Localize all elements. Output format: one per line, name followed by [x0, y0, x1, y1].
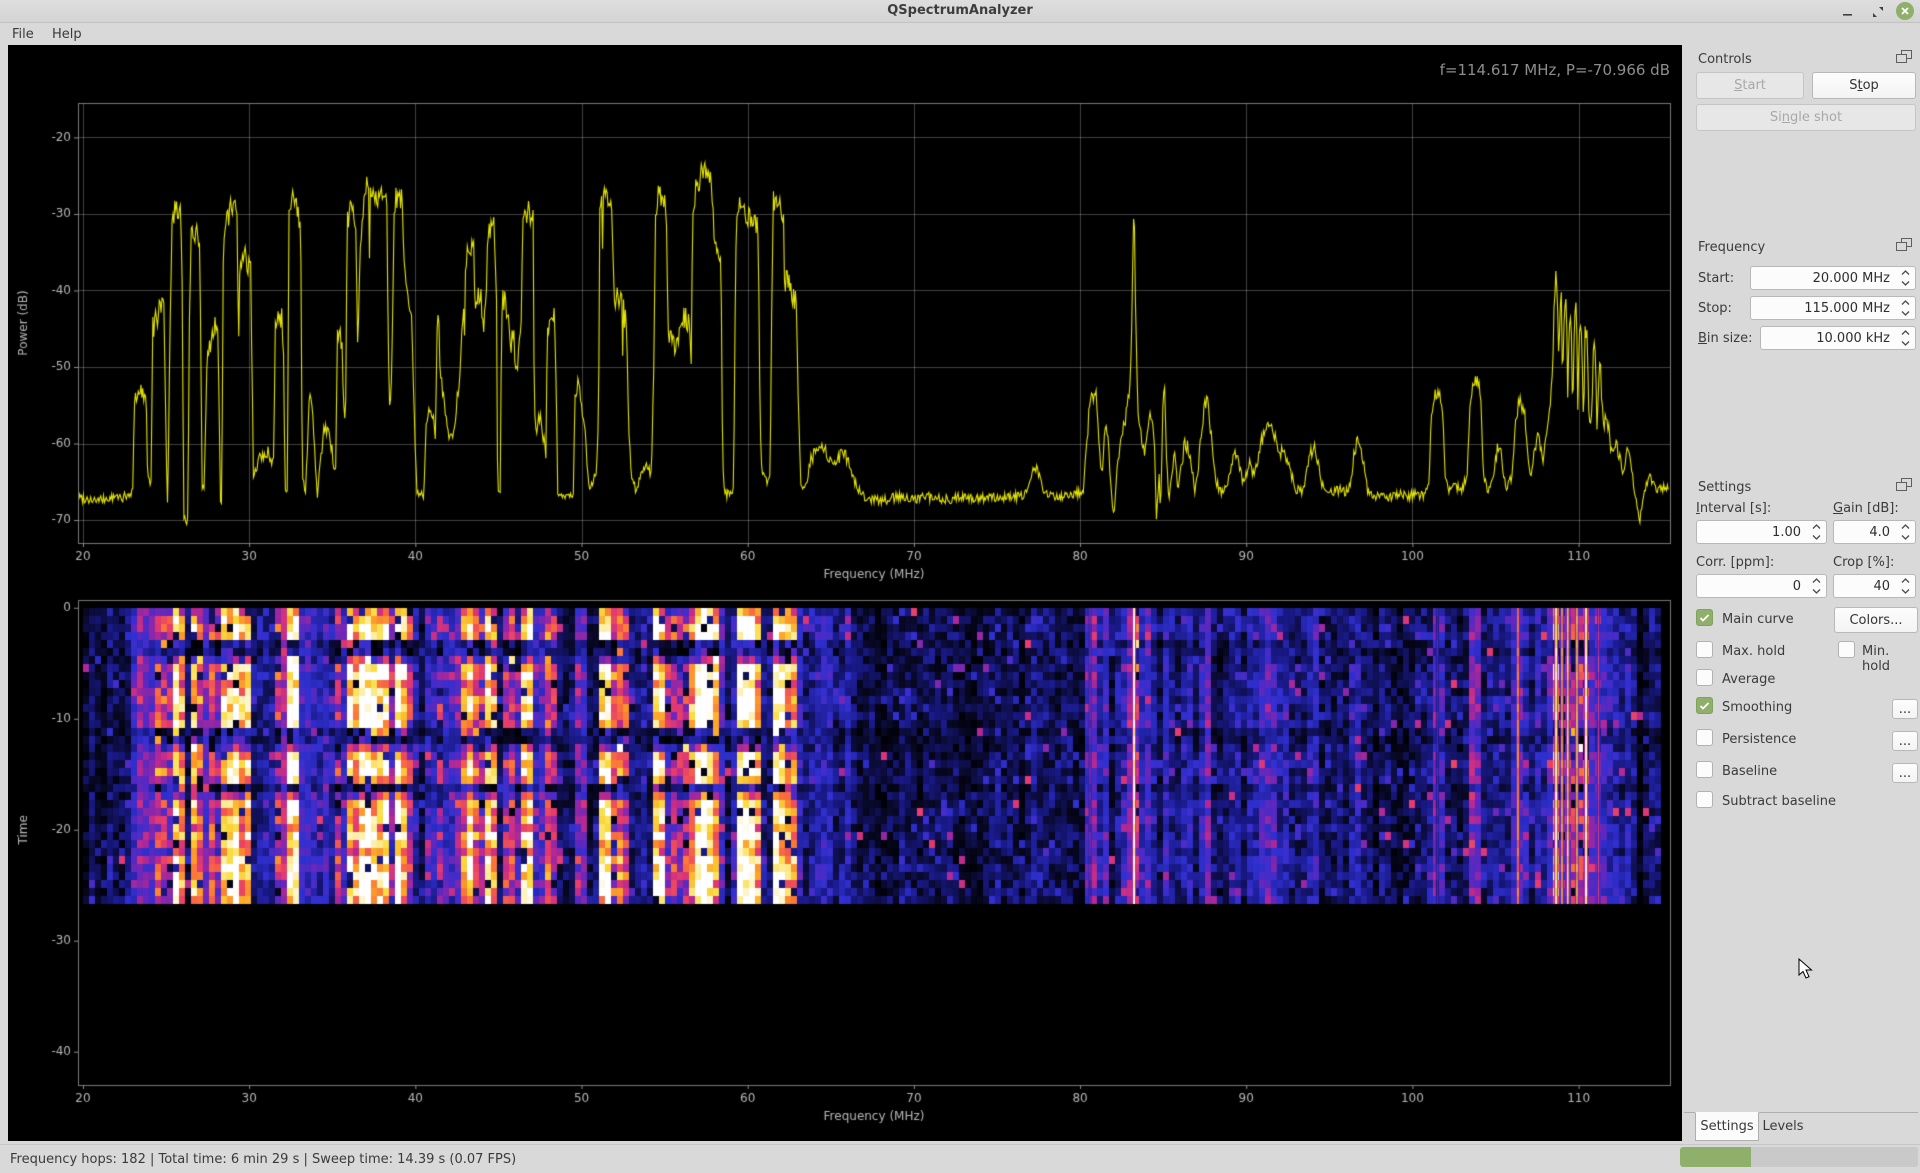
menu-help[interactable]: Help: [52, 27, 82, 42]
freq-start-value[interactable]: 20.000 MHz: [1812, 270, 1890, 286]
maximize-button[interactable]: [1868, 2, 1887, 21]
window-title: QSpectrumAnalyzer: [887, 3, 1033, 18]
spin-down-button[interactable]: [1898, 339, 1912, 347]
float-dock-icon[interactable]: [1896, 50, 1913, 64]
main-curve-checkbox[interactable]: [1696, 609, 1713, 626]
spin-down-button[interactable]: [1898, 309, 1912, 317]
minimize-icon: [1842, 13, 1852, 16]
spin-up-button[interactable]: [1898, 299, 1912, 307]
max-hold-label[interactable]: Max. hold: [1722, 644, 1786, 659]
menu-file[interactable]: File: [12, 27, 34, 42]
title-bar[interactable]: QSpectrumAnalyzer: [0, 0, 1920, 23]
min-hold-checkbox[interactable]: [1838, 641, 1855, 658]
subtract-baseline-checkbox[interactable]: [1696, 791, 1713, 808]
persistence-more-button[interactable]: ...: [1892, 731, 1918, 751]
float-dock-icon[interactable]: [1896, 478, 1913, 492]
corr-label: Corr. [ppm]:: [1696, 555, 1775, 570]
freq-bin-label: Bin size:: [1698, 331, 1753, 346]
interval-value[interactable]: 1.00: [1772, 524, 1801, 540]
controls-header: Controls: [1698, 52, 1752, 67]
average-checkbox[interactable]: [1696, 669, 1713, 686]
smoothing-more-button[interactable]: ...: [1892, 699, 1918, 719]
corr-value[interactable]: 0: [1792, 578, 1801, 594]
interval-spinbox[interactable]: 1.00: [1696, 520, 1827, 544]
crop-label: Crop [%]:: [1833, 555, 1895, 570]
crop-spinbox[interactable]: 40: [1833, 574, 1916, 598]
freq-bin-value[interactable]: 10.000 kHz: [1816, 330, 1890, 346]
menu-bar: File Help: [0, 23, 1920, 44]
spin-up-button[interactable]: [1898, 577, 1912, 585]
subtract-baseline-label[interactable]: Subtract baseline: [1722, 794, 1836, 809]
stop-button[interactable]: Stop: [1812, 72, 1916, 99]
spin-up-button[interactable]: [1898, 269, 1912, 277]
smoothing-checkbox[interactable]: [1696, 697, 1713, 714]
single-shot-button[interactable]: Single shot: [1696, 104, 1916, 131]
freq-start-spinbox[interactable]: 20.000 MHz: [1750, 266, 1916, 290]
spin-up-button[interactable]: [1898, 329, 1912, 337]
status-text: Frequency hops: 182 | Total time: 6 min …: [10, 1152, 517, 1167]
spin-down-button[interactable]: [1898, 587, 1912, 595]
persistence-checkbox[interactable]: [1696, 729, 1713, 746]
close-button[interactable]: [1896, 2, 1914, 20]
spin-down-button[interactable]: [1898, 279, 1912, 287]
crop-value[interactable]: 40: [1873, 578, 1890, 594]
settings-header: Settings: [1698, 480, 1752, 495]
interval-label: Interval [s]:: [1696, 501, 1772, 516]
spin-down-button[interactable]: [1809, 587, 1823, 595]
corr-spinbox[interactable]: 0: [1696, 574, 1827, 598]
tab-settings[interactable]: Settings: [1695, 1112, 1759, 1141]
tab-pane-edge: [1684, 1112, 1918, 1113]
spin-up-button[interactable]: [1809, 523, 1823, 531]
spectrum-and-waterfall-canvas[interactable]: [8, 45, 1682, 1141]
spin-up-button[interactable]: [1898, 523, 1912, 531]
baseline-more-button[interactable]: ...: [1892, 763, 1918, 783]
spin-down-button[interactable]: [1898, 533, 1912, 541]
baseline-label[interactable]: Baseline: [1722, 764, 1778, 779]
max-hold-checkbox[interactable]: [1696, 641, 1713, 658]
spin-down-button[interactable]: [1809, 533, 1823, 541]
gain-label: Gain [dB]:: [1833, 501, 1899, 516]
smoothing-label[interactable]: Smoothing: [1722, 700, 1793, 715]
freq-start-label: Start:: [1698, 271, 1735, 286]
gain-value[interactable]: 4.0: [1869, 524, 1890, 540]
gain-spinbox[interactable]: 4.0: [1833, 520, 1916, 544]
cursor-readout: f=114.617 MHz, P=-70.966 dB: [1439, 61, 1670, 79]
close-icon: [1901, 7, 1909, 15]
spin-up-button[interactable]: [1809, 577, 1823, 585]
float-dock-icon[interactable]: [1896, 238, 1913, 252]
status-bar: Frequency hops: 182 | Total time: 6 min …: [0, 1144, 1920, 1173]
frequency-header: Frequency: [1698, 240, 1766, 255]
average-label[interactable]: Average: [1722, 672, 1776, 687]
restore-icon: [1872, 6, 1883, 17]
freq-bin-spinbox[interactable]: 10.000 kHz: [1760, 326, 1916, 350]
sweep-progress-fill: [1680, 1147, 1752, 1167]
minimize-button[interactable]: [1838, 2, 1857, 21]
tab-levels[interactable]: Levels: [1762, 1119, 1804, 1134]
freq-stop-spinbox[interactable]: 115.000 MHz: [1750, 296, 1916, 320]
plot-area: [8, 45, 1682, 1141]
mouse-cursor: [1798, 958, 1813, 979]
colors-button[interactable]: Colors...: [1834, 607, 1918, 633]
freq-stop-label: Stop:: [1698, 301, 1732, 316]
persistence-label[interactable]: Persistence: [1722, 732, 1797, 747]
sweep-progress-bar: [1680, 1147, 1918, 1167]
min-hold-label[interactable]: Min. hold: [1862, 644, 1891, 674]
start-button[interactable]: Start: [1696, 72, 1804, 99]
freq-stop-value[interactable]: 115.000 MHz: [1804, 300, 1890, 316]
baseline-checkbox[interactable]: [1696, 761, 1713, 778]
main-curve-label[interactable]: Main curve: [1722, 612, 1794, 627]
